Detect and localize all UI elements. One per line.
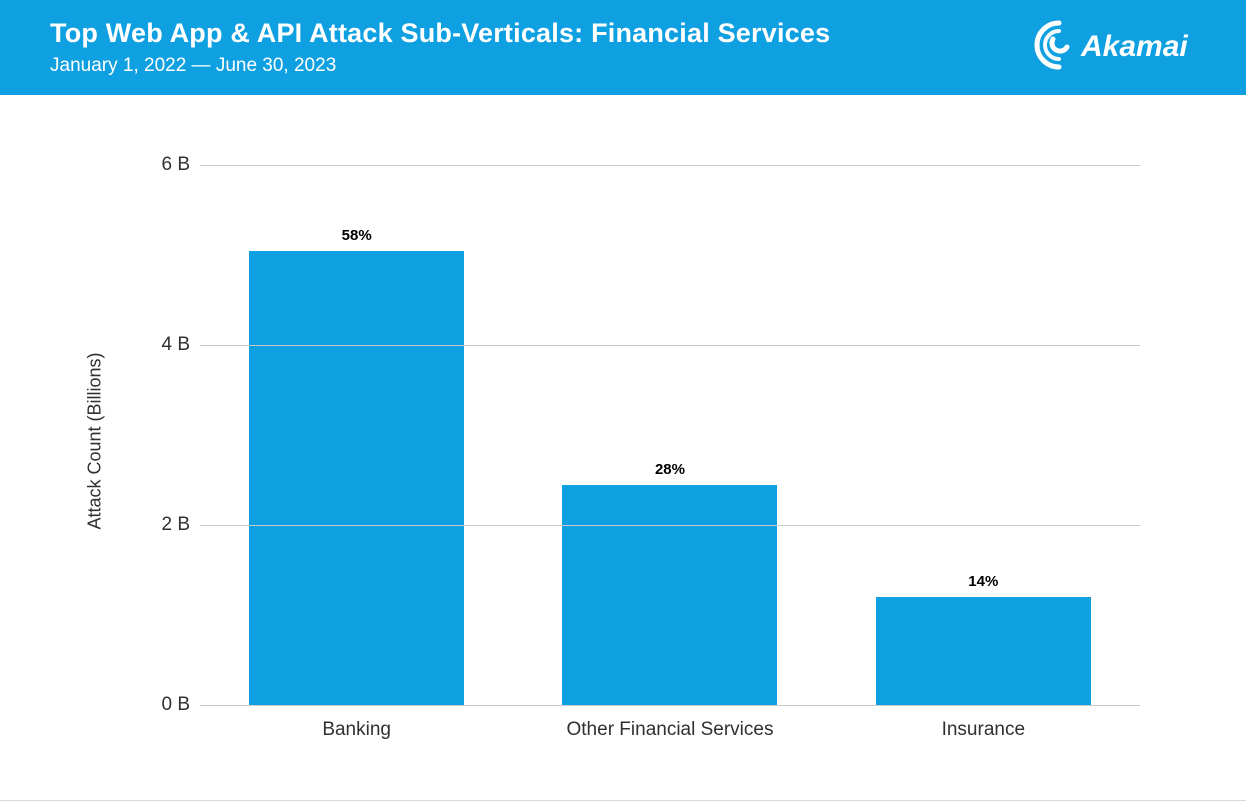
chart-subtitle: January 1, 2022 — June 30, 2023 [50, 55, 830, 77]
gridline [200, 525, 1140, 526]
akamai-logo-text: Akamai [1080, 30, 1188, 63]
bar-slot: 28%Other Financial Services [513, 165, 826, 705]
y-tick-label: 2 B [140, 514, 190, 536]
gridline [200, 705, 1140, 706]
chart-title: Top Web App & API Attack Sub-Verticals: … [50, 18, 830, 49]
akamai-logo: Akamai [1031, 19, 1206, 76]
akamai-logo-icon: Akamai [1031, 19, 1206, 71]
bar-value-label: 58% [342, 227, 372, 244]
y-tick-label: 6 B [140, 154, 190, 176]
bar: 28% [562, 485, 777, 706]
bar-value-label: 14% [968, 573, 998, 590]
y-tick-label: 4 B [140, 334, 190, 356]
x-axis-category-label: Banking [322, 719, 391, 741]
gridline [200, 345, 1140, 346]
bar: 14% [876, 597, 1091, 705]
bars-container: 58%Banking28%Other Financial Services14%… [200, 165, 1140, 705]
header-text-block: Top Web App & API Attack Sub-Verticals: … [50, 18, 830, 77]
bar-slot: 14%Insurance [827, 165, 1140, 705]
x-axis-category-label: Insurance [942, 719, 1025, 741]
x-axis-category-label: Other Financial Services [567, 719, 774, 741]
gridline [200, 165, 1140, 166]
bar-value-label: 28% [655, 461, 685, 478]
chart-area: Attack Count (Billions) 58%Banking28%Oth… [0, 95, 1246, 786]
bar-slot: 58%Banking [200, 165, 513, 705]
chart-header: Top Web App & API Attack Sub-Verticals: … [0, 0, 1246, 95]
plot-area: 58%Banking28%Other Financial Services14%… [200, 165, 1140, 705]
y-axis-label: Attack Count (Billions) [85, 352, 106, 529]
y-tick-label: 0 B [140, 694, 190, 716]
bar: 58% [249, 251, 464, 706]
